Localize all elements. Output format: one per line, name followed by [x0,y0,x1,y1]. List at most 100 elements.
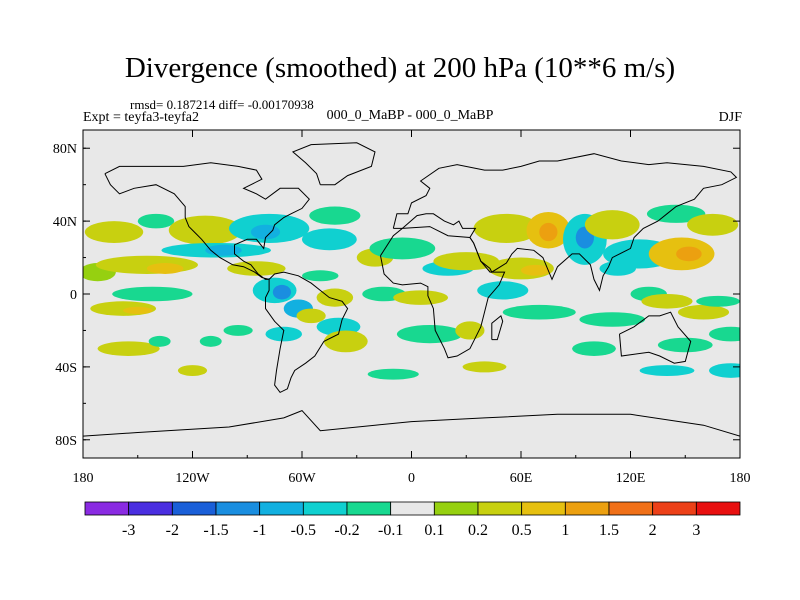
case-label: 000_0_MaBP - 000_0_MaBP [326,108,494,123]
experiment-label: Expt = teyfa3-teyfa2 [83,110,199,125]
y-tick-label: 40S [55,361,77,376]
field-region [369,237,436,260]
field-region [367,368,419,380]
field-region [572,341,616,356]
colorbar-swatch [390,501,435,516]
y-tick-label: 80N [53,142,77,157]
coastline [291,142,376,186]
season-label: DJF [718,110,742,125]
colorbar-swatch [215,501,261,516]
field-region [708,363,740,378]
colorbar-label: -0.2 [334,522,359,539]
field-region [639,365,695,376]
colorbar-swatch [128,501,173,516]
colorbar: -3 -2 -1.5 -1 -0.5 -0.2 -0.1 0.1 0.2 0.5 1 1.5 2 3 [84,501,741,539]
colorbar-swatch [84,501,130,516]
field-region [112,286,193,302]
coastline [83,410,740,437]
field-region [502,304,576,320]
field-region [227,261,286,276]
field-region [137,213,175,229]
colorbar-label: 0.2 [468,522,488,539]
field-region [477,281,529,300]
field-region [302,270,339,282]
coastline [380,226,506,359]
x-tick-label: 180 [73,471,94,486]
colorbar-swatch [652,501,697,516]
y-tick-label: 40N [53,215,77,230]
field-region [708,326,740,342]
field-region [521,264,551,276]
coastlines [83,142,740,437]
field-region [433,252,500,271]
field-region [393,290,448,305]
field-region [302,228,357,251]
colorbar-swatch [259,501,304,516]
colorbar-swatch [695,501,741,516]
field-region [95,255,198,274]
colorbar-swatch [346,501,392,516]
coastline [104,162,310,280]
field-region [84,221,144,243]
field-region [272,284,292,300]
y-tick-label: 80S [55,434,77,449]
colorbar-label: 2 [649,522,657,539]
field-region [584,210,640,240]
y-axis: 80N 40N 0 40S 80S [53,142,740,449]
field-region [296,308,326,324]
colorbar-swatch [521,501,566,516]
field-region [323,330,368,353]
colorbar-label: 3 [692,522,700,539]
colorbar-label: -0.5 [291,522,316,539]
field-region [677,304,730,320]
field-region [539,222,558,242]
field-region [146,263,184,274]
colorbar-label: -1 [253,522,266,539]
field-region [265,326,302,342]
coastline [392,153,738,292]
field-region [687,213,739,236]
x-tick-label: 60E [510,471,533,486]
colorbar-label: 1.5 [599,522,619,539]
y-tick-label: 0 [70,288,77,303]
x-tick-label: 120W [175,471,210,486]
field-region [250,224,281,240]
field-region [657,337,713,353]
coastline [265,271,349,394]
colorbar-swatch [477,501,523,516]
field-region [223,324,253,336]
field-region [641,294,693,309]
field-region [199,335,222,347]
field-region [123,306,153,315]
x-tick-label: 0 [408,471,415,486]
field-region [579,312,646,327]
coastline [619,311,692,364]
coastline [491,315,504,341]
colorbar-label: 0.1 [424,522,444,539]
colorbar-label: 0.5 [512,522,532,539]
x-axis: 180 120W 60W 0 60E 120E 180 [73,130,751,486]
field-region [676,246,702,262]
colorbar-swatch [171,501,217,516]
field-region [148,335,171,347]
x-tick-label: 120E [616,471,646,486]
colorbar-swatch [564,501,610,516]
colorbar-label: -2 [166,522,179,539]
x-tick-label: 60W [288,471,316,486]
colorbar-label: -0.1 [378,522,403,539]
field-region [473,213,540,243]
field-region [177,365,208,376]
colorbar-label: 1 [561,522,569,539]
field-region [696,295,740,307]
colorbar-swatch [433,501,479,516]
field-region [455,321,485,340]
colorbar-label: -3 [122,522,135,539]
colorbar-swatch [302,501,348,516]
colorbar-label: -1.5 [203,522,228,539]
field-region [97,341,160,356]
field-region [316,288,354,307]
field-region [462,361,507,373]
chart-title: Divergence (smoothed) at 200 hPa (10**6 … [124,52,676,84]
stats-text: rmsd= 0.187214 diff= -0.00170938 [130,97,314,112]
